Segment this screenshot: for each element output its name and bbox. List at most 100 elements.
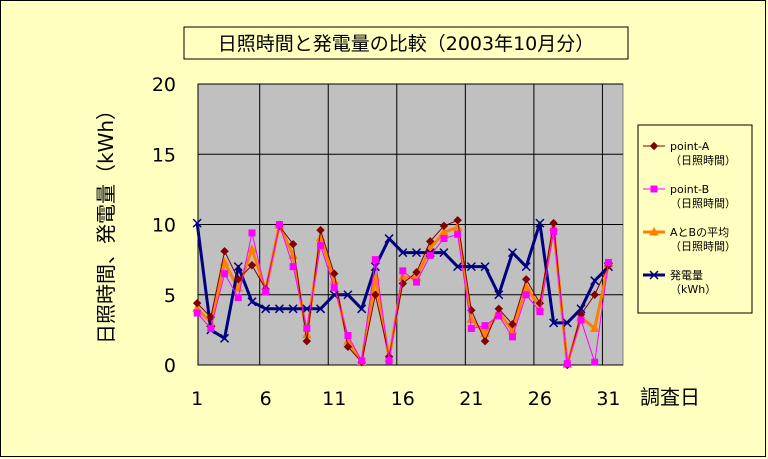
legend-label-sub: （日照時間）: [670, 197, 736, 210]
series-point-stroke: [466, 262, 476, 272]
legend-marker: [649, 141, 659, 151]
series-point: [440, 235, 448, 243]
x-tick-label: 21: [459, 388, 483, 410]
series-point: [234, 275, 243, 284]
legend-label: 発電量: [670, 268, 703, 282]
series-point-stroke: [384, 234, 394, 244]
x-tick-label: 26: [528, 388, 552, 410]
series-point: [288, 239, 298, 249]
x-axis-label: 調査日: [640, 385, 700, 409]
series-point-stroke: [357, 304, 367, 314]
series-point: [453, 216, 462, 225]
series-point: [192, 218, 202, 228]
series-point: [590, 290, 599, 299]
legend-label-sub: （kWh）: [670, 283, 716, 296]
series-point: [316, 225, 325, 235]
y-tick-label: 15: [152, 144, 176, 166]
series-point: [466, 262, 476, 272]
series-point: [399, 267, 407, 275]
legend-label-sub: （日照時間）: [670, 240, 736, 253]
series-point: [262, 288, 270, 296]
series-point-stroke: [494, 290, 504, 300]
series-point-stroke: [233, 262, 243, 272]
series-point-stroke: [453, 262, 463, 272]
series-point: [412, 268, 421, 277]
series-point: [494, 290, 504, 300]
series-point: [562, 318, 572, 328]
series-point: [193, 309, 201, 317]
series-point: [357, 304, 367, 314]
series-point: [549, 218, 558, 228]
series-point-stroke: [288, 304, 298, 314]
legend-label-sub: （日照時間）: [670, 154, 736, 167]
series-point: [589, 323, 600, 332]
series-1: [193, 221, 612, 368]
series-point-stroke: [480, 262, 490, 272]
series-point: [261, 304, 271, 314]
y-tick-label: 0: [164, 355, 176, 377]
series-point-stroke: [439, 248, 449, 258]
series-point: [439, 221, 449, 231]
series-point: [385, 357, 393, 365]
series-point: [521, 275, 531, 284]
series-point: [508, 320, 517, 329]
y-axis-label: 日照時間、発電量（kWh）: [94, 100, 118, 344]
series-point: [522, 291, 530, 299]
series-point: [343, 290, 353, 300]
title-group: 日照時間と発電量の比較（2003年10月分）: [183, 26, 629, 60]
series-point: [234, 294, 242, 302]
series-point: [604, 258, 612, 266]
legend-marker: [650, 185, 658, 193]
legend-label: AとBの平均: [670, 226, 729, 239]
series-point: [371, 290, 380, 299]
series-point: [289, 263, 297, 271]
series-point: [330, 284, 338, 292]
series-point: [358, 357, 366, 365]
series-point: [480, 328, 490, 337]
y-tick-label: 5: [164, 285, 176, 307]
legend: point-A（日照時間）point-B（日照時間）AとBの平均（日照時間）発電…: [637, 124, 753, 314]
series-point-stroke: [535, 218, 545, 228]
series-point: [398, 248, 408, 258]
series-point-stroke: [590, 276, 600, 286]
series-point: [590, 276, 600, 286]
series-point-stroke: [220, 333, 230, 343]
series-point: [274, 304, 284, 314]
series-point-stroke: [398, 248, 408, 258]
x-tick-label: 1: [191, 388, 203, 410]
series-point: [426, 237, 435, 246]
series-point: [384, 234, 394, 244]
series-point: [303, 324, 311, 332]
series-point: [288, 304, 298, 314]
series-point: [206, 313, 216, 322]
y-tick-label: 20: [152, 74, 176, 96]
series-point: [454, 230, 462, 238]
series-point: [426, 251, 434, 259]
series-point: [550, 228, 558, 236]
legend-box: [637, 124, 753, 314]
series-point: [220, 246, 229, 256]
series-point: [275, 221, 283, 228]
series-point-stroke: [370, 262, 380, 272]
series-point: [247, 244, 257, 253]
series-point-stroke: [316, 304, 326, 314]
series-point: [439, 248, 449, 258]
y-tick-label: 10: [152, 215, 176, 237]
series-point: [591, 358, 599, 366]
series-point: [370, 262, 380, 272]
series-point: [233, 262, 243, 272]
series-point-stroke: [329, 290, 339, 300]
series-point-stroke: [521, 262, 531, 272]
series-point: [563, 360, 571, 368]
series-point-stroke: [343, 290, 353, 300]
series-point: [247, 261, 257, 270]
series-point-stroke: [192, 218, 202, 228]
series-point: [507, 248, 517, 258]
title-box: [183, 26, 629, 60]
series-point: [577, 316, 585, 324]
series-point: [536, 308, 544, 316]
series-point: [535, 218, 545, 228]
